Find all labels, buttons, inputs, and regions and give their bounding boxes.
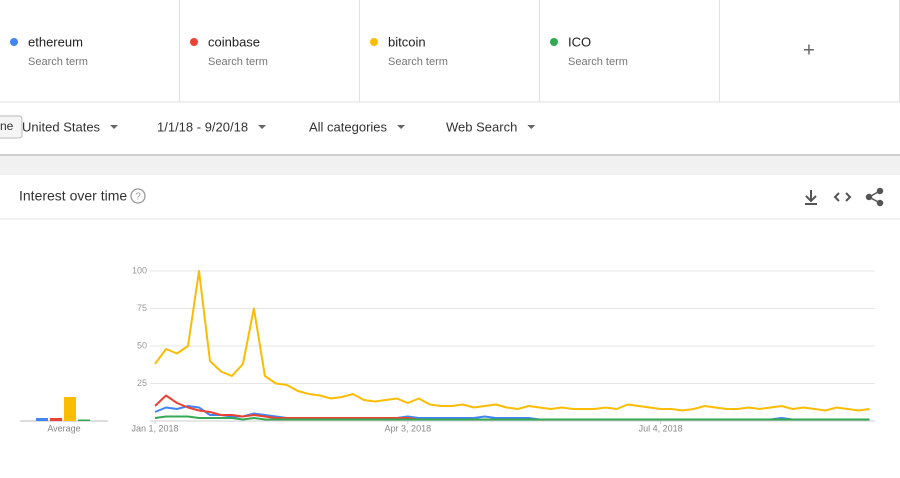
dropdown-arrow: [258, 125, 267, 129]
help-icon[interactable]: ?: [130, 188, 146, 204]
svg-text:?: ?: [135, 192, 141, 203]
y-tick-label: 50: [137, 340, 147, 350]
chart: 25 50 75 100 Jan 1, 2018 Apr 3, 2018 Jul 4, 20…: [20, 265, 875, 433]
term-dot: [370, 38, 378, 46]
filter-dropdown[interactable]: 1/1/18 - 9/20/18: [157, 119, 248, 134]
series-line: [154, 415, 870, 421]
embed-icon[interactable]: [833, 192, 852, 202]
term-dot: [10, 38, 18, 46]
header-bg: [0, 0, 900, 155]
series-line: [154, 270, 870, 412]
search-terms: ethereum Search term coinbase Search term bi…: [10, 0, 900, 102]
term-name[interactable]: coinbase: [208, 34, 260, 49]
add-term[interactable]: +: [803, 39, 815, 61]
y-tick-label: 25: [137, 378, 147, 388]
term-caption: Search term: [388, 56, 448, 68]
term-name[interactable]: bitcoin: [388, 34, 426, 49]
term-name[interactable]: ethereum: [28, 34, 83, 49]
filters: United States 1/1/18 - 9/20/18 All categor…: [22, 119, 536, 134]
x-tick-label: Jul 4, 2018: [639, 423, 683, 433]
x-tick-label: Apr 3, 2018: [385, 423, 432, 433]
dropdown-arrow: [397, 125, 406, 129]
average-label: Average: [47, 423, 80, 433]
average-bar: [36, 418, 48, 421]
y-tick-label: 100: [132, 265, 147, 275]
term-dot: [550, 38, 558, 46]
y-tick-label: 75: [137, 303, 147, 313]
dropdown-arrow: [110, 125, 119, 129]
filter-dropdown[interactable]: United States: [22, 119, 101, 134]
term-name[interactable]: ICO: [568, 34, 591, 49]
average-bar: [64, 397, 76, 421]
average-bar: [78, 419, 90, 421]
partial-button[interactable]: [0, 115, 23, 139]
term-caption: Search term: [208, 56, 268, 68]
x-tick-label: Jan 1, 2018: [131, 423, 178, 433]
card: [0, 175, 900, 478]
card-title: Interest over time: [19, 188, 127, 204]
term-dot: [190, 38, 198, 46]
term-caption: Search term: [28, 56, 88, 68]
dropdown-arrow: [527, 125, 536, 129]
term-caption: Search term: [568, 56, 628, 68]
filter-dropdown[interactable]: Web Search: [446, 119, 517, 134]
download-icon[interactable]: [805, 190, 817, 205]
filter-dropdown[interactable]: All categories: [309, 119, 388, 134]
average-bar: [50, 418, 62, 421]
partial-button-text[interactable]: ne: [0, 119, 14, 133]
share-icon[interactable]: [865, 187, 884, 207]
